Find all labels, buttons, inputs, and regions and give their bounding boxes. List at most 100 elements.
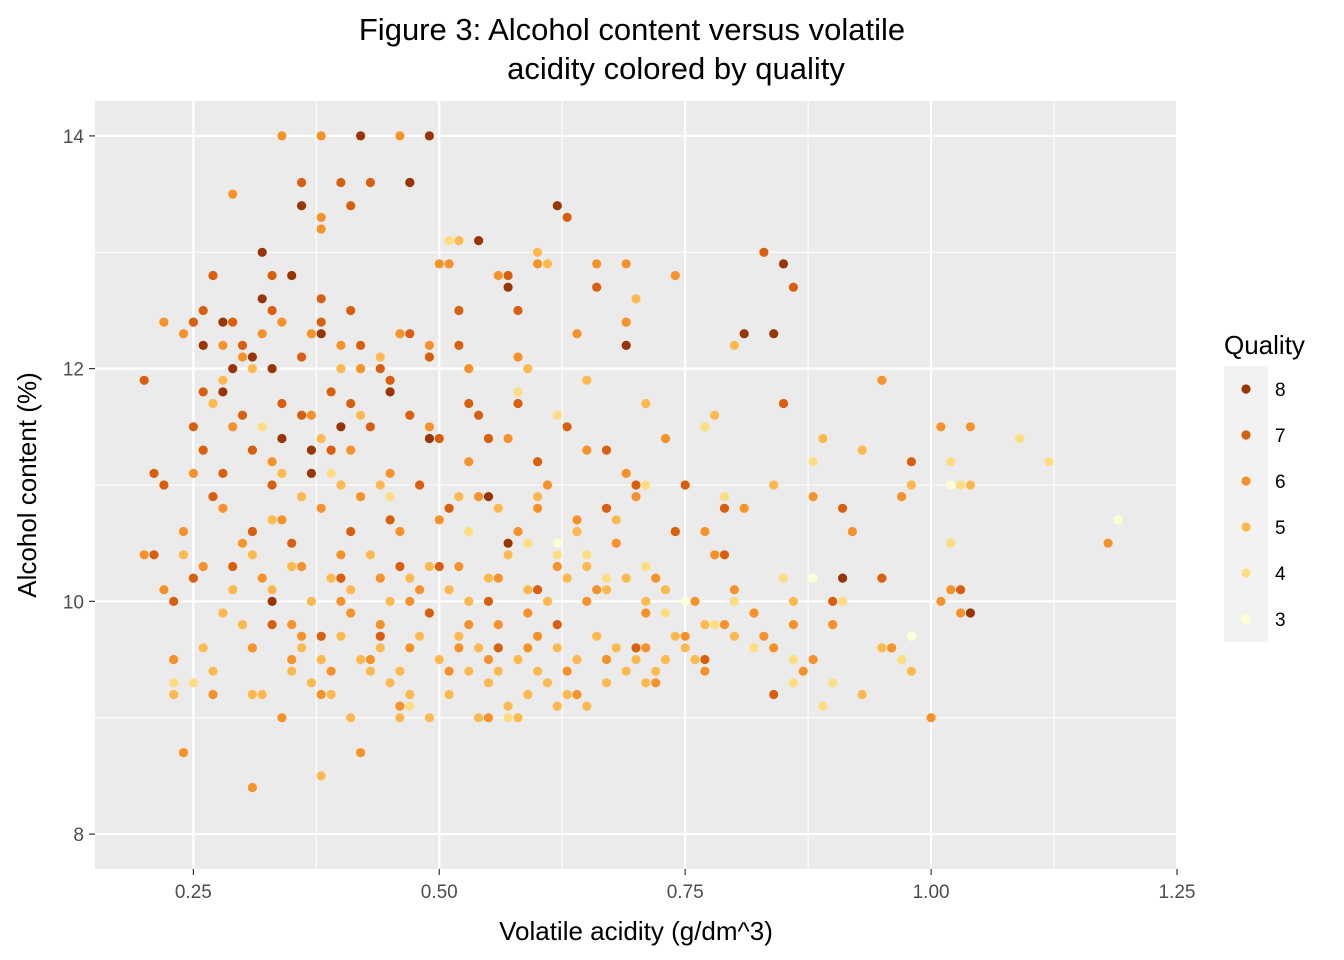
data-point-quality-5 [611, 515, 621, 525]
data-point-quality-5 [356, 410, 366, 420]
data-point-quality-5 [395, 666, 405, 676]
data-point-quality-4 [897, 654, 907, 665]
data-point-quality-5 [513, 713, 523, 723]
data-point-quality-3 [680, 596, 690, 607]
data-point-quality-4 [257, 422, 267, 432]
data-point-quality-6 [346, 608, 356, 618]
data-point-quality-4 [788, 678, 799, 688]
data-point-quality-7 [375, 631, 385, 641]
data-point-quality-5 [306, 678, 316, 688]
data-point-quality-5 [178, 550, 189, 560]
data-point-quality-6 [729, 585, 740, 595]
data-point-quality-7 [759, 247, 769, 257]
data-point-quality-4 [808, 457, 818, 467]
x-tick-label: 0.50 [421, 882, 458, 903]
data-point-quality-7 [385, 375, 395, 385]
data-point-quality-4 [444, 236, 454, 246]
data-point-quality-5 [247, 550, 257, 560]
data-point-quality-6 [444, 666, 454, 676]
data-point-quality-5 [877, 643, 887, 653]
data-point-quality-4 [660, 608, 671, 618]
data-point-quality-8 [257, 294, 267, 304]
data-point-quality-6 [749, 608, 759, 618]
data-point-quality-5 [474, 713, 484, 723]
data-point-quality-6 [297, 631, 307, 641]
data-point-quality-6 [493, 620, 503, 630]
data-point-quality-4 [513, 387, 523, 397]
data-point-quality-4 [710, 620, 720, 630]
data-point-quality-5 [395, 713, 405, 723]
legend-label-5: 5 [1275, 518, 1286, 539]
data-point-quality-6 [326, 666, 336, 676]
data-point-quality-7 [680, 480, 690, 490]
data-point-quality-7 [513, 398, 523, 409]
data-point-quality-7 [326, 387, 336, 397]
data-point-quality-5 [818, 433, 828, 444]
data-point-quality-7 [218, 468, 228, 478]
data-point-quality-5 [582, 375, 592, 385]
data-point-quality-6 [267, 457, 277, 467]
data-point-quality-6 [582, 445, 592, 455]
data-point-quality-7 [405, 329, 415, 339]
data-point-quality-5 [533, 666, 543, 676]
data-point-quality-6 [405, 643, 415, 653]
data-point-quality-8 [838, 573, 848, 583]
data-point-quality-5 [513, 654, 523, 665]
data-point-quality-5 [493, 666, 503, 676]
data-point-quality-6 [375, 620, 385, 630]
data-point-quality-6 [798, 666, 808, 676]
data-point-quality-8 [483, 492, 494, 502]
data-point-quality-5 [218, 375, 228, 385]
data-point-quality-7 [375, 364, 385, 374]
data-point-quality-5 [670, 631, 680, 641]
data-point-quality-7 [198, 305, 208, 316]
data-point-quality-6 [552, 561, 562, 572]
data-point-quality-6 [316, 131, 326, 141]
data-point-quality-6 [946, 585, 956, 595]
data-point-quality-8 [336, 422, 346, 432]
data-point-quality-5 [542, 259, 553, 269]
data-point-quality-7 [237, 410, 248, 420]
data-point-quality-7 [267, 270, 277, 281]
data-point-quality-8 [424, 433, 434, 444]
data-point-quality-6 [847, 526, 858, 537]
data-point-quality-7 [247, 445, 257, 455]
data-point-quality-5 [326, 689, 336, 700]
data-point-quality-5 [690, 654, 700, 665]
data-point-quality-6 [670, 270, 680, 281]
data-point-quality-6 [178, 748, 189, 758]
data-point-quality-6 [159, 317, 169, 327]
data-point-quality-6 [513, 352, 523, 362]
data-point-quality-5 [621, 573, 631, 583]
data-point-quality-7 [346, 526, 356, 537]
data-point-quality-6 [483, 654, 494, 665]
data-point-quality-6 [415, 585, 425, 595]
data-point-quality-6 [395, 329, 405, 339]
data-point-quality-6 [936, 596, 946, 607]
data-point-quality-5 [631, 654, 641, 665]
data-point-quality-6 [533, 503, 543, 513]
data-point-quality-5 [375, 643, 385, 653]
data-point-quality-6 [247, 782, 257, 793]
data-point-quality-6 [533, 259, 543, 269]
data-point-quality-5 [906, 480, 917, 490]
data-point-quality-5 [592, 631, 602, 641]
data-point-quality-7 [700, 654, 710, 665]
data-point-quality-5 [641, 596, 651, 607]
data-point-quality-5 [552, 643, 562, 653]
data-point-quality-8 [247, 352, 257, 362]
data-point-quality-5 [316, 654, 326, 665]
data-point-quality-5 [474, 643, 484, 653]
data-point-quality-7 [395, 561, 405, 572]
data-point-quality-5 [208, 666, 218, 676]
data-point-quality-6 [572, 329, 582, 339]
legend-label-6: 6 [1275, 472, 1286, 493]
data-point-quality-6 [572, 515, 582, 525]
y-tick-label: 8 [73, 825, 84, 846]
data-point-quality-8 [257, 247, 267, 257]
data-point-quality-5 [365, 666, 375, 676]
data-point-quality-6 [316, 224, 326, 234]
data-point-quality-6 [277, 515, 287, 525]
data-point-quality-7 [385, 515, 395, 525]
data-point-quality-7 [631, 480, 641, 490]
